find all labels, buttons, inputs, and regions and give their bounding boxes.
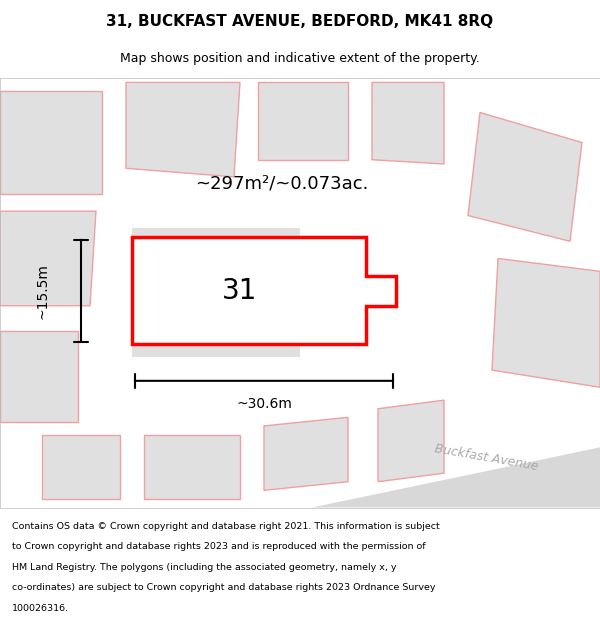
Text: co-ordinates) are subject to Crown copyright and database rights 2023 Ordnance S: co-ordinates) are subject to Crown copyr… — [12, 583, 436, 592]
Polygon shape — [378, 400, 444, 482]
Polygon shape — [492, 259, 600, 388]
Polygon shape — [0, 211, 96, 306]
Text: HM Land Registry. The polygons (including the associated geometry, namely x, y: HM Land Registry. The polygons (includin… — [12, 562, 397, 572]
Polygon shape — [312, 448, 600, 508]
Polygon shape — [372, 82, 444, 164]
Polygon shape — [0, 91, 102, 194]
Polygon shape — [0, 331, 78, 422]
Text: ~15.5m: ~15.5m — [35, 262, 49, 319]
Polygon shape — [132, 237, 396, 344]
Polygon shape — [144, 434, 240, 499]
Text: Contains OS data © Crown copyright and database right 2021. This information is : Contains OS data © Crown copyright and d… — [12, 522, 440, 531]
Text: 100026316.: 100026316. — [12, 604, 69, 613]
Polygon shape — [126, 82, 240, 177]
Polygon shape — [132, 228, 300, 358]
Text: ~30.6m: ~30.6m — [236, 398, 292, 411]
Text: Map shows position and indicative extent of the property.: Map shows position and indicative extent… — [120, 52, 480, 65]
Text: Buckfast Avenue: Buckfast Avenue — [433, 442, 539, 474]
Text: to Crown copyright and database rights 2023 and is reproduced with the permissio: to Crown copyright and database rights 2… — [12, 542, 425, 551]
Text: 31: 31 — [223, 277, 257, 304]
Text: ~297m²/~0.073ac.: ~297m²/~0.073ac. — [196, 174, 368, 192]
Polygon shape — [468, 112, 582, 241]
Polygon shape — [264, 418, 348, 491]
Polygon shape — [258, 82, 348, 160]
Text: 31, BUCKFAST AVENUE, BEDFORD, MK41 8RQ: 31, BUCKFAST AVENUE, BEDFORD, MK41 8RQ — [106, 14, 494, 29]
Polygon shape — [42, 434, 120, 499]
